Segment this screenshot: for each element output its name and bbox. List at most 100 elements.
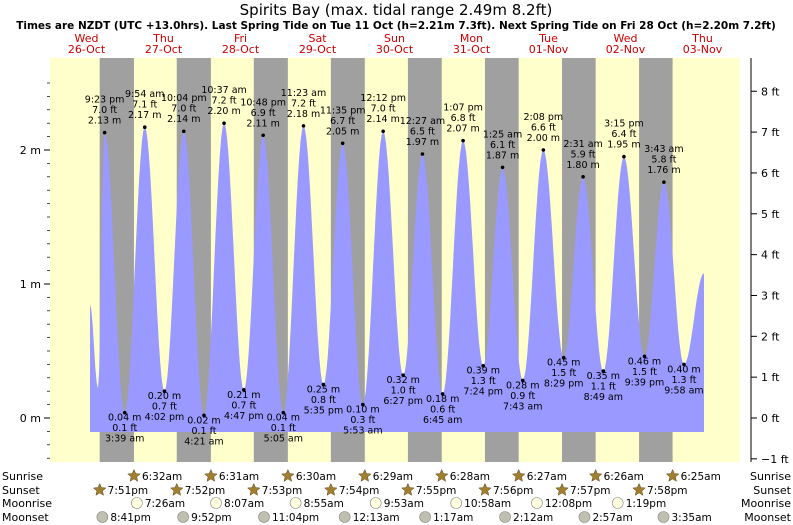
tide-point bbox=[242, 388, 246, 392]
tide-label: 0.21 m bbox=[227, 390, 260, 401]
tide-label: 0.10 m bbox=[346, 405, 379, 416]
astro-time: 8:55am bbox=[304, 498, 344, 510]
left-tick-label: 0 m bbox=[20, 412, 41, 425]
tide-label: 0.1 ft bbox=[271, 423, 296, 434]
row-label-right: Sunset bbox=[753, 484, 791, 497]
tide-label: 6:27 pm bbox=[383, 396, 423, 407]
tide-label: 1.3 ft bbox=[671, 375, 696, 386]
tide-label: 2.20 m bbox=[207, 106, 240, 117]
tide-label: 0.8 ft bbox=[311, 395, 336, 406]
tide-label: 1.1 ft bbox=[591, 382, 616, 393]
tide-label: 4:02 pm bbox=[145, 412, 185, 423]
tide-point bbox=[601, 369, 606, 373]
tide-label: 0.32 m bbox=[386, 375, 419, 386]
tide-point bbox=[381, 129, 385, 134]
astro-time: 6:27am bbox=[527, 471, 567, 483]
right-tick-label: 1 ft bbox=[761, 371, 780, 384]
tide-label: 12:12 pm bbox=[360, 93, 406, 104]
sun-star-icon bbox=[127, 468, 141, 482]
tide-label: 6.1 ft bbox=[490, 140, 515, 151]
tide-label: 1:25 am bbox=[483, 129, 522, 140]
day-date: 28-Oct bbox=[222, 43, 260, 56]
moonset-icon bbox=[578, 511, 591, 523]
day-dow: Fri bbox=[234, 32, 247, 45]
tide-label: 0.04 m bbox=[108, 413, 141, 424]
astro-time: 12:08pm bbox=[545, 498, 592, 510]
tide-label: 2.07 m bbox=[446, 124, 479, 135]
tide-point bbox=[461, 138, 465, 143]
right-tick-label: 4 ft bbox=[761, 249, 780, 262]
tide-label: 0.18 m bbox=[426, 394, 459, 405]
chart-subtitle: Times are NZDT (UTC +13.0hrs). Last Spri… bbox=[16, 20, 776, 32]
tide-label: 5.8 ft bbox=[651, 155, 676, 166]
tide-label: 1:07 pm bbox=[443, 103, 483, 114]
moonrise-icon bbox=[369, 497, 382, 509]
moonset-icon bbox=[258, 511, 270, 523]
tide-label: 0.1 ft bbox=[191, 426, 216, 437]
sun-star-icon bbox=[169, 482, 184, 496]
left-tick-label: 1 m bbox=[20, 278, 41, 291]
header: Spirits Bay (max. tidal range 2.49m 8.2f… bbox=[16, 1, 776, 32]
sun-star-icon bbox=[478, 482, 492, 496]
row-label-right: Moonset bbox=[744, 511, 791, 524]
tide-label: 0.02 m bbox=[187, 415, 220, 426]
tide-point bbox=[281, 410, 286, 415]
tide-label: 4:21 am bbox=[184, 436, 223, 447]
day-dow: Thu bbox=[152, 32, 174, 45]
tide-label: 12:27 am bbox=[400, 116, 445, 127]
tide-label: 3:39 am bbox=[105, 434, 144, 445]
tide-label: 0.04 m bbox=[267, 413, 300, 424]
astro-time: 7:54pm bbox=[339, 485, 379, 497]
sun-star-icon bbox=[281, 468, 295, 482]
moonrise-icon bbox=[131, 497, 143, 509]
astro-time: 7:57pm bbox=[570, 485, 610, 497]
astro-time: 7:58pm bbox=[647, 485, 687, 497]
tide-label: 2.14 m bbox=[167, 114, 200, 125]
day-date: 01-Nov bbox=[529, 43, 569, 56]
tide-point bbox=[321, 382, 326, 387]
sun-star-icon bbox=[204, 468, 218, 482]
tide-label: 5:35 pm bbox=[304, 406, 344, 417]
tide-label: 7.2 ft bbox=[291, 98, 316, 109]
tide-label: 2.05 m bbox=[326, 126, 359, 137]
tide-point bbox=[642, 354, 647, 359]
tide-point bbox=[481, 363, 486, 368]
tide-label: 2.14 m bbox=[366, 114, 399, 125]
tide-label: 10:37 am bbox=[201, 85, 246, 96]
day-dow: Wed bbox=[614, 32, 638, 45]
right-tick-label: −1 ft bbox=[761, 453, 789, 466]
tide-point bbox=[181, 129, 186, 134]
sun-star-icon bbox=[632, 482, 646, 496]
tide-label: 0.28 m bbox=[506, 380, 539, 391]
tide-point bbox=[301, 124, 306, 128]
row-label-right: Moonrise bbox=[741, 497, 791, 510]
day-headers: Wed26-OctThu27-OctFri28-OctSat29-OctSun3… bbox=[68, 32, 723, 56]
tide-point bbox=[122, 410, 127, 415]
tide-point bbox=[581, 175, 585, 179]
astro-time: 6:25am bbox=[681, 471, 721, 483]
tide-label: 9:39 pm bbox=[625, 377, 665, 388]
astro-time: 7:51pm bbox=[108, 485, 148, 497]
astro-time: 2:12am bbox=[513, 512, 553, 524]
tide-label: 2:31 am bbox=[563, 139, 602, 150]
moonset-icon bbox=[419, 511, 431, 523]
tide-point bbox=[561, 355, 566, 360]
astro-time: 7:52pm bbox=[185, 485, 225, 497]
tide-label: 2.13 m bbox=[88, 116, 121, 127]
sun-star-icon bbox=[357, 468, 372, 482]
tide-label: 6.6 ft bbox=[531, 123, 556, 134]
tide-label: 8:29 pm bbox=[544, 379, 584, 390]
right-tick-label: 3 ft bbox=[761, 289, 780, 302]
astro-time: 7:26am bbox=[145, 498, 185, 510]
tide-point bbox=[500, 165, 505, 170]
tide-label: 0.7 ft bbox=[152, 402, 177, 413]
astro-time: 6:31am bbox=[219, 471, 259, 483]
tide-point bbox=[162, 389, 167, 394]
tide-label: 0.7 ft bbox=[231, 400, 256, 411]
moonset-icon bbox=[96, 511, 109, 523]
tide-point bbox=[142, 125, 147, 130]
sun-star-icon bbox=[588, 468, 603, 482]
tide-label: 7:43 am bbox=[503, 401, 542, 412]
tide-label: 5:05 am bbox=[264, 434, 303, 445]
day-date: 26-Oct bbox=[68, 43, 106, 56]
